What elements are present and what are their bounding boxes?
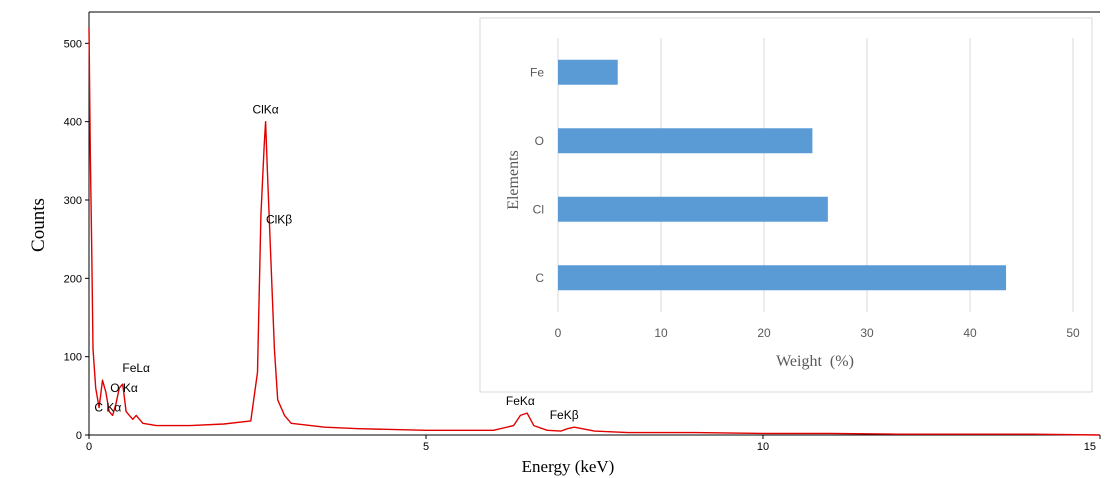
- inset-bar-cl: [558, 196, 828, 222]
- spectrum-y-tick-label: 0: [76, 430, 82, 442]
- inset-category-label: Cl: [533, 202, 544, 216]
- spectrum-annotations: ClKα ClKβ FeLα O Kα C Kα FeKα FeKβ: [94, 103, 579, 422]
- spectrum-peak-label: O Kα: [110, 381, 138, 395]
- spectrum-x-ticks: 0 5 10 15: [86, 435, 1101, 453]
- inset-category-label: O: [535, 134, 544, 148]
- inset-bar-fe: [558, 59, 618, 85]
- inset-category-labels: C Cl O Fe: [530, 65, 544, 285]
- inset-x-tick-label: 50: [1066, 326, 1080, 340]
- inset-category-label: Fe: [530, 65, 544, 79]
- spectrum-y-axis-label: Counts: [28, 198, 49, 252]
- inset-x-axis-label: Weight (%): [776, 353, 854, 370]
- spectrum-peak-label: ClKβ: [266, 212, 292, 226]
- spectrum-x-tick-label: 0: [86, 441, 92, 453]
- inset-x-tick-label: 0: [555, 326, 562, 340]
- inset-y-axis-label: Elements: [505, 150, 522, 210]
- inset-x-tick-label: 20: [757, 326, 771, 340]
- inset-x-tick-label: 30: [860, 326, 874, 340]
- spectrum-x-tick-label: 10: [757, 441, 769, 453]
- inset-x-ticks: 0 10 20 30 40 50: [555, 326, 1080, 340]
- spectrum-peak-label: C Kα: [94, 400, 121, 414]
- inset-category-label: C: [535, 271, 544, 285]
- spectrum-x-axis-label: Energy (keV): [522, 457, 615, 476]
- spectrum-y-tick-label: 500: [64, 38, 82, 50]
- spectrum-series: [88, 27, 1101, 436]
- spectrum-peak-label: FeKβ: [550, 408, 579, 422]
- spectrum-y-ticks: 0 100 200 300 400 500: [64, 38, 89, 442]
- spectrum-line: [88, 27, 1101, 436]
- inset-bars: [558, 59, 1007, 291]
- spectrum-peak-label: FeKα: [506, 394, 535, 408]
- spectrum-y-tick-label: 400: [64, 117, 82, 129]
- spectrum-x-tick-label: 15: [1084, 441, 1096, 453]
- spectrum-y-tick-label: 300: [64, 195, 82, 207]
- inset-bar-o: [558, 128, 813, 154]
- spectrum-peak-label: ClKα: [252, 103, 278, 117]
- inset-weight-bar-chart: C Cl O Fe 0 10 20 30 40 50 Weight (%) Elements: [479, 17, 1093, 393]
- spectrum-peak-label: FeLα: [122, 361, 150, 375]
- spectrum-y-tick-label: 100: [64, 352, 82, 364]
- inset-x-tick-label: 10: [654, 326, 668, 340]
- inset-bar-c: [558, 265, 1007, 291]
- spectrum-y-tick-label: 200: [64, 273, 82, 285]
- inset-x-tick-label: 40: [963, 326, 977, 340]
- spectrum-x-tick-label: 5: [423, 441, 429, 453]
